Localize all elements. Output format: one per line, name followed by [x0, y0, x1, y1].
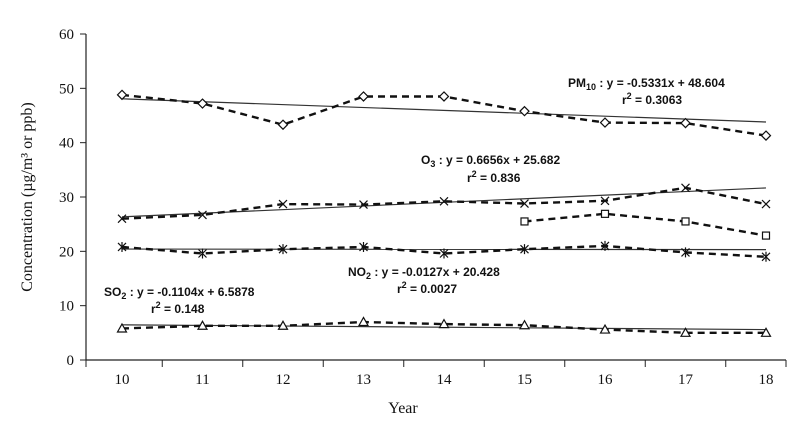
x-marker [520, 199, 529, 208]
x-tick-label: 10 [115, 372, 130, 388]
asterisk-marker [117, 241, 127, 252]
asterisk-marker [198, 248, 207, 259]
y-tick-label: 20 [59, 244, 74, 260]
y-tick-label: 40 [59, 136, 74, 152]
r-squared-label: r2 = 0.0027 [397, 280, 457, 296]
diamond-marker [358, 91, 369, 102]
x-tick-label: 13 [356, 372, 371, 388]
asterisk-marker [359, 241, 368, 252]
diamond-marker [438, 91, 450, 102]
trend-line [121, 187, 767, 218]
triangle-marker [438, 318, 450, 329]
diamond-marker [680, 117, 691, 129]
series-markers [116, 89, 772, 337]
x-tick-label: 17 [678, 372, 694, 388]
y-tick-label: 10 [59, 299, 74, 315]
x-tick-label: 11 [195, 372, 209, 388]
equation-label: O3 : y = 0.6656x + 25.682 [421, 153, 560, 169]
y-tick-label: 30 [59, 190, 74, 206]
x-marker [600, 196, 610, 206]
equation-label: NO2 : y = -0.0127x + 20.428 [348, 265, 500, 281]
triangle-marker [679, 327, 692, 337]
asterisk-marker [600, 240, 610, 251]
x-marker [117, 214, 127, 224]
y-tick-label: 50 [59, 81, 74, 97]
asterisk-marker [761, 251, 771, 262]
triangle-marker [357, 316, 370, 327]
x-marker [761, 199, 771, 209]
equation-label: SO2 : y = -0.1104x + 6.5878 [104, 285, 255, 301]
asterisk-marker [439, 248, 449, 259]
axis-ticks: 0 10 20 30 40 50 60 10 11 12 13 14 15 16 17 18 [59, 27, 787, 388]
x-marker [681, 183, 690, 193]
triangle-marker [518, 319, 531, 330]
square-marker [600, 209, 610, 218]
r-squared-label: r2 = 0.836 [467, 169, 521, 185]
triangle-marker [196, 320, 209, 330]
x-tick-label: 12 [276, 372, 291, 388]
square-marker [520, 217, 529, 226]
y-tick-label: 0 [67, 353, 75, 369]
x-marker [278, 199, 288, 209]
x-tick-label: 16 [598, 372, 614, 388]
x-axis-title: Year [388, 400, 418, 417]
trend-line [121, 98, 767, 123]
x-tick-label: 18 [759, 372, 774, 388]
series-line-square [524, 212, 767, 237]
square-marker [761, 231, 771, 240]
y-tick-label: 60 [59, 27, 74, 43]
triangle-marker [277, 320, 289, 330]
asterisk-marker [520, 244, 529, 255]
r-squared-label: r2 = 0.3063 [622, 91, 682, 107]
diamond-marker [599, 117, 611, 128]
diamond-marker [197, 98, 208, 109]
x-marker [198, 210, 207, 220]
asterisk-marker [278, 244, 288, 255]
triangle-marker [116, 322, 128, 333]
diamond-marker [519, 105, 530, 117]
x-marker [359, 200, 368, 210]
x-tick-label: 14 [437, 372, 453, 388]
diamond-marker [760, 130, 772, 141]
r-squared-label: r2 = 0.148 [151, 300, 205, 316]
asterisk-marker [681, 247, 690, 258]
y-axis-title: Concentration (µg/m³ or ppb) [19, 102, 36, 292]
diamond-marker [277, 119, 289, 131]
triangle-marker [599, 323, 611, 334]
equation-label: PM10 : y = -0.5331x + 48.604 [568, 76, 725, 92]
diamond-marker [116, 89, 128, 101]
triangle-marker [760, 327, 772, 337]
square-marker [681, 217, 690, 226]
x-tick-label: 15 [517, 372, 532, 388]
x-marker [439, 196, 449, 206]
